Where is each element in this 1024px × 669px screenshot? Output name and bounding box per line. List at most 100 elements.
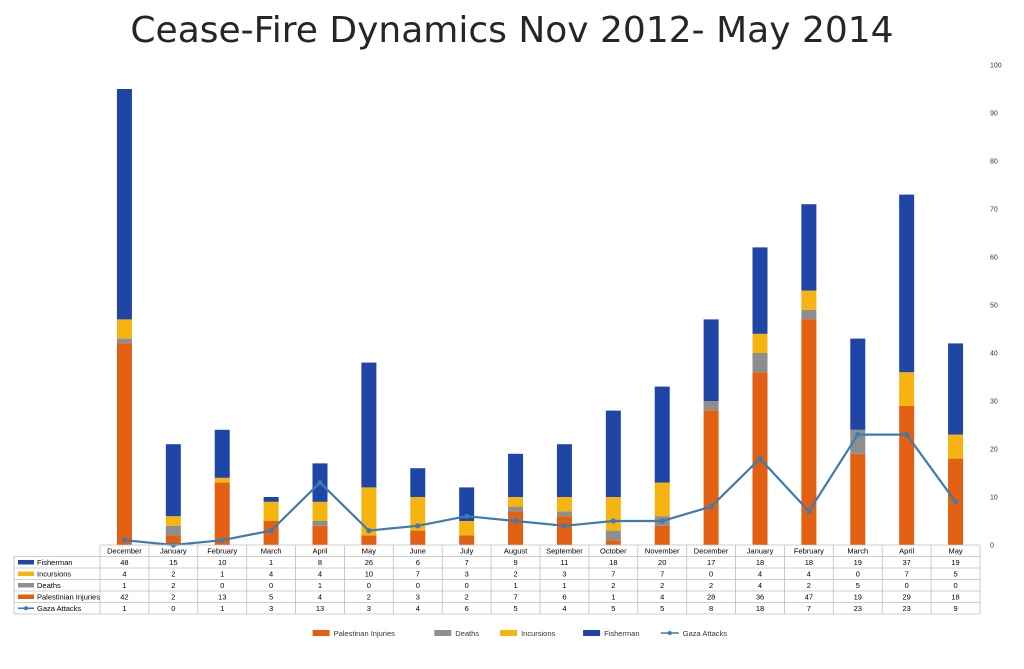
- bar-fisherman-17: [948, 343, 964, 435]
- bar-incursions-1: [165, 516, 181, 526]
- table-cell: 18: [756, 558, 764, 567]
- table-cell: 5: [611, 604, 615, 613]
- table-cell: 29: [902, 593, 910, 602]
- gaza-attacks-point-6: [415, 523, 421, 529]
- gaza-attacks-point-9: [561, 523, 568, 529]
- table-cell: 0: [905, 581, 909, 590]
- table-cell: 6: [465, 604, 469, 613]
- table-cell: 7: [905, 570, 909, 579]
- table-cell: 2: [807, 581, 811, 590]
- bar-incursions-16: [899, 372, 915, 406]
- table-cell: 18: [805, 558, 813, 567]
- category-label: May: [362, 547, 376, 556]
- table-cell: 3: [269, 604, 273, 613]
- table-cell: 4: [758, 581, 762, 590]
- table-cell: 1: [318, 581, 322, 590]
- table-cell: 4: [122, 570, 126, 579]
- table-cell: 1: [122, 604, 126, 613]
- legend: Palestinan Injuries Deaths Incursions Fishe…: [312, 629, 727, 638]
- y-tick-label: 0: [990, 543, 994, 550]
- bar-incursions-0: [116, 319, 132, 339]
- bar-fisherman-1: [165, 444, 181, 517]
- bar-deaths-14: [801, 309, 817, 320]
- bar-incursions-2: [214, 477, 230, 483]
- legend-label: Fisherman: [604, 629, 639, 638]
- table-cell: 3: [562, 570, 566, 579]
- row-key-swatch: [18, 560, 34, 565]
- bar-deaths-0: [116, 338, 132, 344]
- table-cell: 9: [513, 558, 517, 567]
- bars-layer: [116, 89, 964, 545]
- bar-deaths-8: [508, 506, 524, 512]
- row-label: Incursions: [37, 570, 71, 579]
- legend-key-swatch: [500, 630, 518, 636]
- table-cell: 11: [561, 558, 569, 567]
- y-tick-label: 60: [990, 255, 998, 262]
- legend-label: Deaths: [455, 629, 479, 638]
- table-cell: 10: [365, 570, 373, 579]
- table-cell: 20: [658, 558, 666, 567]
- bar-palestinan-injuries-6: [410, 530, 426, 545]
- row-label: Gaza Attacks: [37, 604, 81, 613]
- table-cell: 1: [269, 558, 273, 567]
- bar-deaths-13: [752, 353, 768, 373]
- category-label: June: [410, 547, 426, 556]
- gaza-attacks-point-3: [268, 528, 274, 534]
- table-cell: 0: [416, 581, 420, 590]
- table-cell: 1: [611, 593, 615, 602]
- y-tick-label: 10: [990, 495, 998, 502]
- gaza-attacks-point-14: [806, 508, 812, 514]
- table-cell: 2: [611, 581, 615, 590]
- legend-label: Incursions: [521, 629, 555, 638]
- table-cell: 7: [807, 604, 811, 613]
- table-cell: 0: [220, 581, 224, 590]
- table-cell: 7: [513, 593, 517, 602]
- table-cell: 2: [465, 593, 469, 602]
- table-cell: 0: [856, 570, 860, 579]
- bar-fisherman-6: [410, 468, 426, 497]
- bar-palestinan-injuries-16: [899, 405, 915, 545]
- bar-fisherman-2: [214, 429, 230, 478]
- bar-palestinan-injuries-0: [116, 343, 132, 545]
- y-tick-label: 100: [990, 63, 1002, 70]
- table-cell: 2: [513, 570, 517, 579]
- bar-incursions-10: [605, 497, 621, 531]
- table-cell: 2: [660, 581, 664, 590]
- bar-fisherman-11: [654, 386, 670, 483]
- bar-fisherman-9: [556, 444, 572, 497]
- table-cell: 4: [660, 593, 664, 602]
- y-axis-right: 0 10 20 30 40 50 60 70 80 90 100: [990, 63, 1002, 550]
- category-label: September: [546, 547, 583, 556]
- gaza-attacks-point-2: [219, 537, 225, 543]
- gaza-attacks-point-8: [512, 518, 519, 524]
- table-cell: 0: [367, 581, 371, 590]
- bar-incursions-8: [508, 497, 524, 507]
- gaza-attacks-point-11: [659, 518, 665, 524]
- gaza-attacks-point-4: [317, 480, 323, 486]
- gaza-attacks-point-13: [757, 456, 763, 462]
- category-label: November: [645, 547, 680, 556]
- category-label: April: [312, 547, 327, 556]
- table-cell: 3: [465, 570, 469, 579]
- bar-fisherman-8: [508, 453, 524, 497]
- category-label: March: [847, 547, 868, 556]
- table-cell: 0: [953, 581, 957, 590]
- table-cell: 4: [807, 570, 811, 579]
- bar-fisherman-13: [752, 247, 768, 334]
- category-label: December: [694, 547, 729, 556]
- row-key-swatch: [18, 594, 34, 599]
- table-cell: 15: [169, 558, 177, 567]
- bar-palestinan-injuries-2: [214, 482, 230, 545]
- category-label: August: [504, 547, 528, 556]
- category-label: January: [160, 547, 187, 556]
- bar-deaths-9: [556, 511, 572, 517]
- table-cell: 5: [269, 593, 273, 602]
- table-cell: 23: [902, 604, 910, 613]
- y-tick-label: 50: [990, 303, 998, 310]
- table-cell: 8: [709, 604, 713, 613]
- category-label: March: [261, 547, 282, 556]
- table-cell: 4: [269, 570, 273, 579]
- table-cell: 7: [611, 570, 615, 579]
- table-cell: 18: [609, 558, 617, 567]
- table-cell: 13: [316, 604, 324, 613]
